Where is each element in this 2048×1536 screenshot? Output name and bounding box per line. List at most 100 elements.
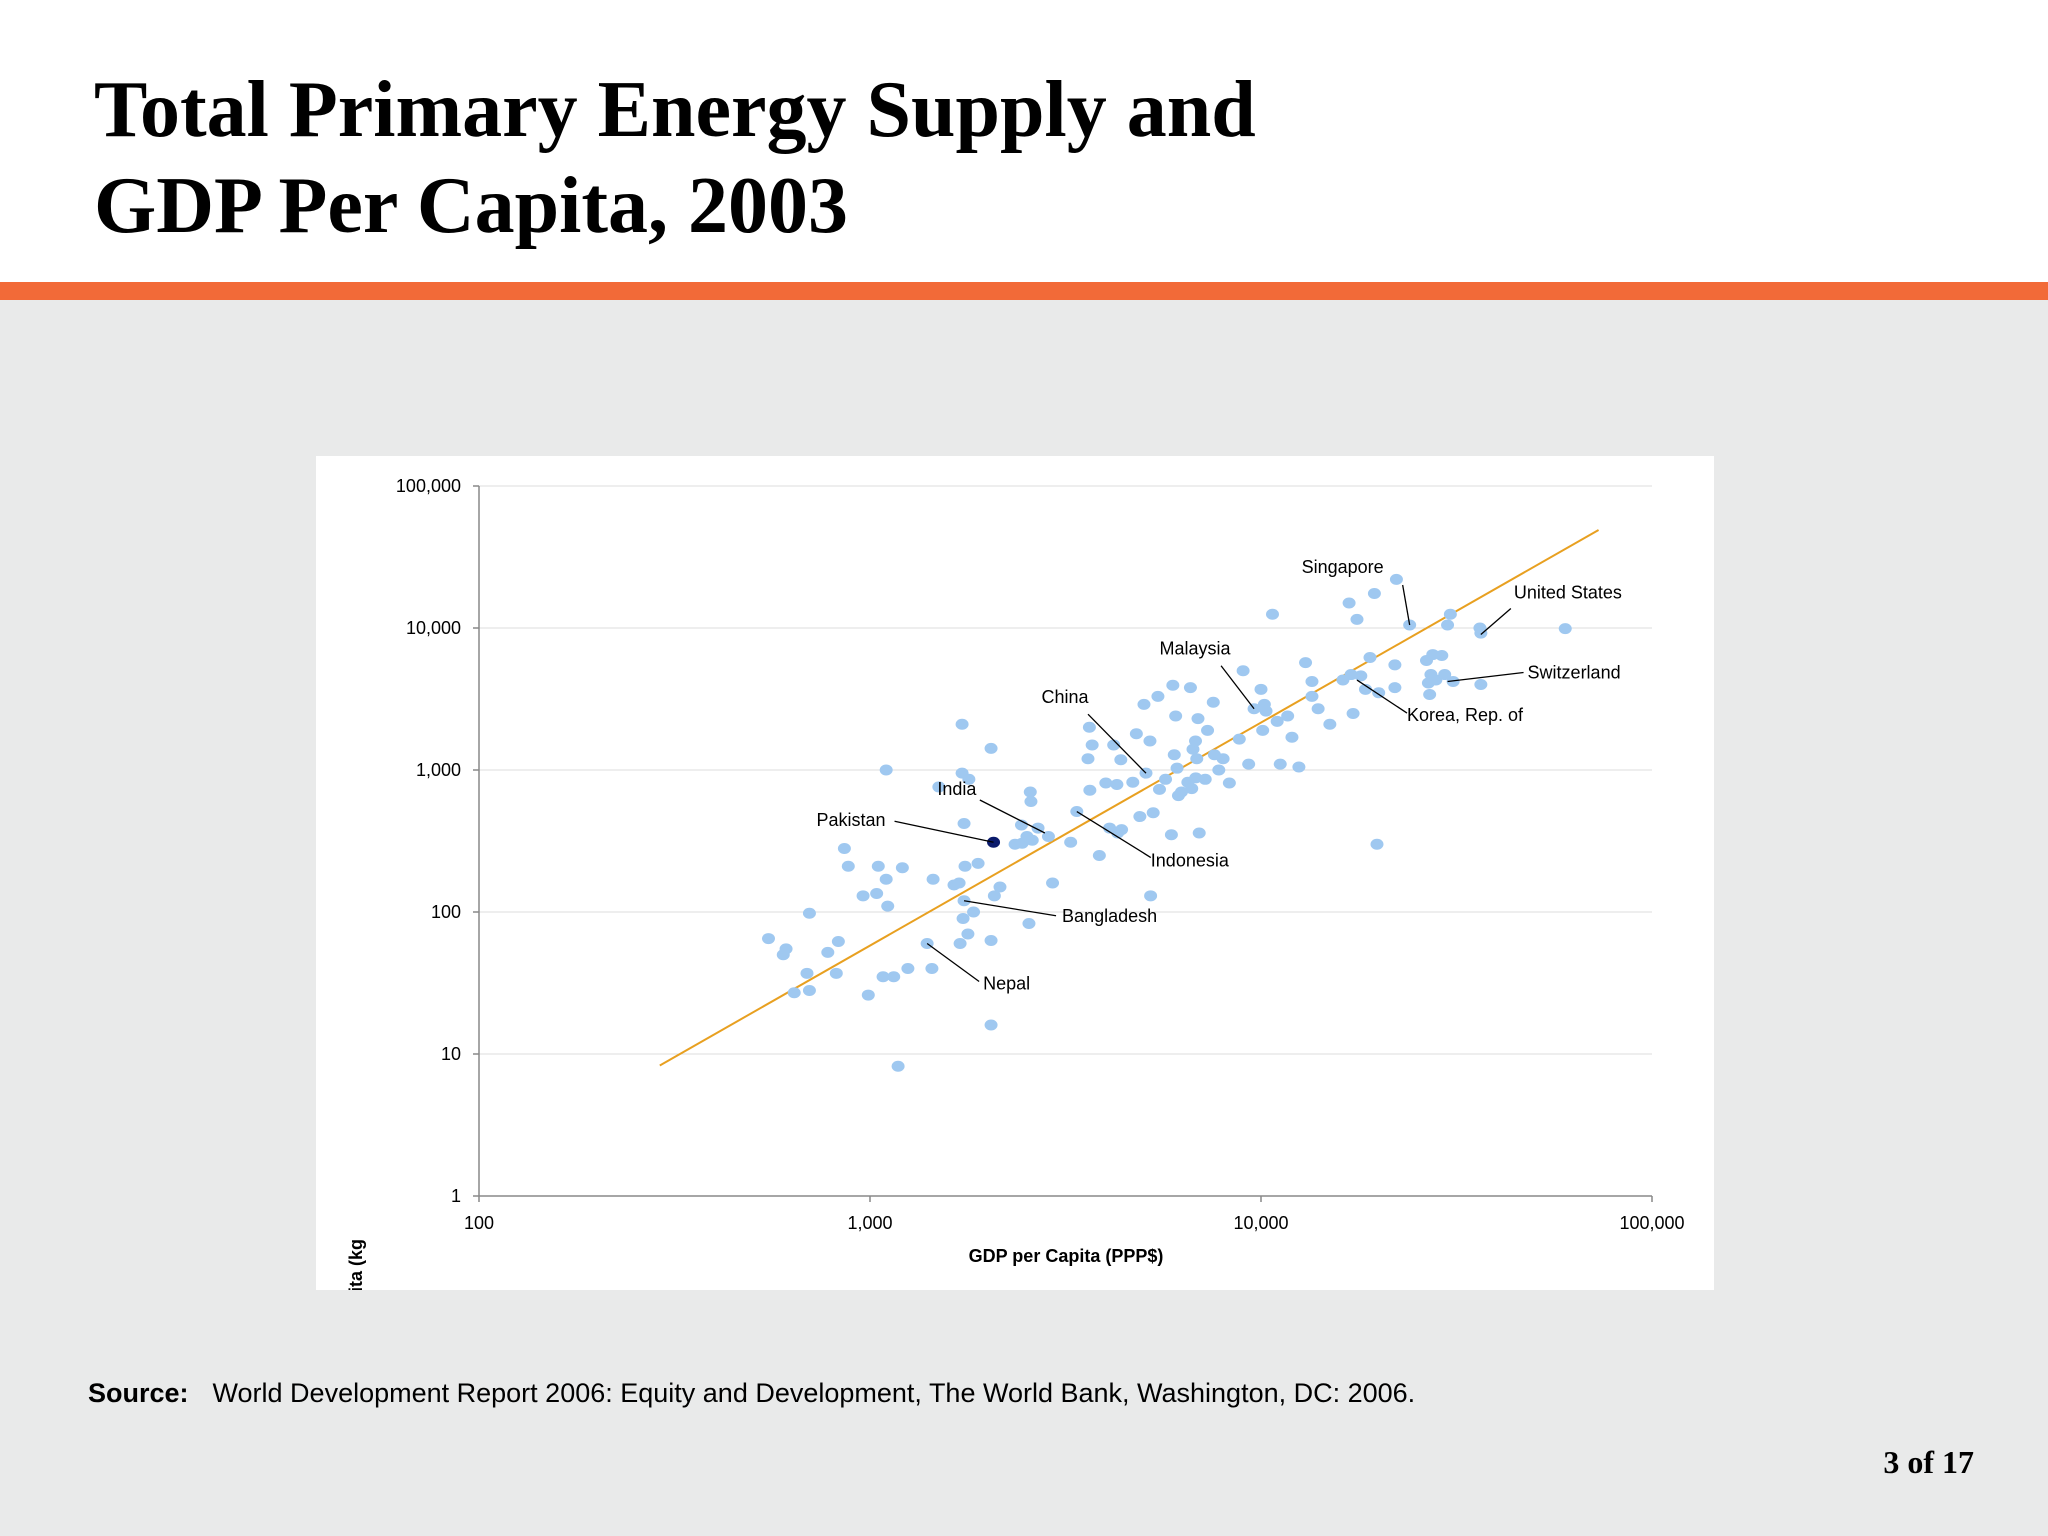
tick-labels: 1 10 100 1,000 10,000 100,000 100 1,000 10,000 10… — [396, 476, 1685, 1233]
y-tick-label: 100 — [431, 902, 461, 922]
trend-line-group — [659, 529, 1600, 1067]
data-point — [971, 857, 985, 869]
annotation-leader-line — [1480, 608, 1512, 635]
data-point — [829, 967, 843, 979]
data-point — [1174, 786, 1188, 798]
y-axis-label: TPES per Capita (kg — [346, 1234, 366, 1290]
data-point — [953, 938, 967, 950]
annotation-label: China — [1041, 687, 1089, 707]
data-point — [1216, 753, 1230, 765]
data-point — [1423, 689, 1437, 701]
data-point — [958, 860, 972, 872]
data-point — [876, 971, 890, 983]
data-point — [1323, 718, 1337, 730]
annotation-leader-line — [1076, 810, 1152, 859]
data-point — [837, 843, 851, 855]
annotation-label: Bangladesh — [1062, 906, 1157, 926]
data-point — [1170, 762, 1184, 774]
data-point — [993, 881, 1007, 893]
data-point — [1167, 749, 1181, 761]
data-point — [1201, 724, 1215, 736]
data-point — [1022, 917, 1036, 929]
data-point — [895, 862, 909, 874]
x-tick-label: 100,000 — [1619, 1213, 1684, 1233]
x-tick-label: 10,000 — [1233, 1213, 1288, 1233]
data-point — [1367, 587, 1381, 599]
data-point — [952, 877, 966, 889]
data-point — [1254, 683, 1268, 695]
data-point — [1099, 777, 1113, 789]
data-point — [1126, 776, 1140, 788]
annotation-leader-line — [963, 900, 1057, 917]
data-point — [1446, 675, 1460, 687]
data-point — [879, 764, 893, 776]
annotation-label: Nepal — [983, 974, 1030, 994]
data-point — [1265, 608, 1279, 620]
data-point — [1206, 696, 1220, 708]
data-point — [1474, 679, 1488, 691]
data-point — [1023, 786, 1037, 798]
data-point — [1388, 682, 1402, 694]
page-number: 3 of 17 — [1883, 1444, 1974, 1480]
data-point — [1133, 811, 1147, 823]
data-point — [1070, 806, 1084, 818]
source-text: World Development Report 2006: Equity an… — [212, 1378, 1416, 1408]
data-point — [1151, 690, 1165, 702]
data-point — [1198, 773, 1212, 785]
data-point — [987, 890, 1001, 902]
data-point — [1388, 659, 1402, 671]
data-point — [831, 935, 845, 947]
data-point — [1292, 761, 1306, 773]
data-point — [1164, 829, 1178, 841]
chart-panel: Singapore United States Switzerland Malaysi… — [316, 456, 1714, 1290]
data-point — [1443, 608, 1457, 620]
slide-header: Total Primary Energy Supply and GDP Per … — [0, 0, 2048, 282]
annotation-leader-line — [1087, 713, 1147, 774]
data-point — [1558, 623, 1572, 635]
data-point — [1191, 713, 1205, 725]
data-point — [841, 860, 855, 872]
data-point — [879, 873, 893, 885]
accent-rule — [0, 282, 2048, 300]
data-point — [1083, 784, 1097, 796]
source-note: Source: World Development Report 2006: Eq… — [88, 1378, 1415, 1409]
data-point — [1273, 758, 1287, 770]
data-point — [1144, 890, 1158, 902]
x-tick-label: 1,000 — [847, 1213, 892, 1233]
annotations: Singapore United States Switzerland Malaysi… — [816, 557, 1621, 994]
data-point — [1311, 703, 1325, 715]
annotation-label: India — [937, 779, 977, 799]
data-point — [1159, 773, 1173, 785]
annotation-leader-line — [979, 799, 1046, 834]
data-point — [957, 895, 971, 907]
x-tick-label: 100 — [464, 1213, 494, 1233]
data-point — [1115, 824, 1129, 836]
data-point — [1107, 739, 1121, 751]
data-point — [1363, 651, 1377, 663]
data-point — [1152, 783, 1166, 795]
data-point — [1256, 724, 1270, 736]
data-point — [1232, 733, 1246, 745]
data-point — [802, 907, 816, 919]
data-point — [1192, 827, 1206, 839]
slide-title-line-2: GDP Per Capita, 2003 — [94, 162, 849, 250]
data-point — [932, 781, 946, 793]
annotation-leader-line — [1220, 665, 1255, 710]
data-point — [887, 971, 901, 983]
data-point — [1185, 783, 1199, 795]
data-point — [1370, 838, 1384, 850]
data-point — [1299, 657, 1313, 669]
annotation-label: United States — [1514, 582, 1622, 602]
data-point — [1346, 707, 1360, 719]
annotation-label: Singapore — [1302, 557, 1384, 577]
data-point — [1129, 728, 1143, 740]
annotation-label: Malaysia — [1160, 639, 1232, 659]
data-point — [1064, 836, 1078, 848]
data-point — [1305, 675, 1319, 687]
data-point — [1438, 669, 1452, 681]
data-point — [1169, 710, 1183, 722]
data-point — [861, 989, 875, 1001]
data-point — [984, 1019, 998, 1031]
data-point — [891, 1060, 905, 1072]
annotation-label: Indonesia — [1151, 851, 1230, 871]
